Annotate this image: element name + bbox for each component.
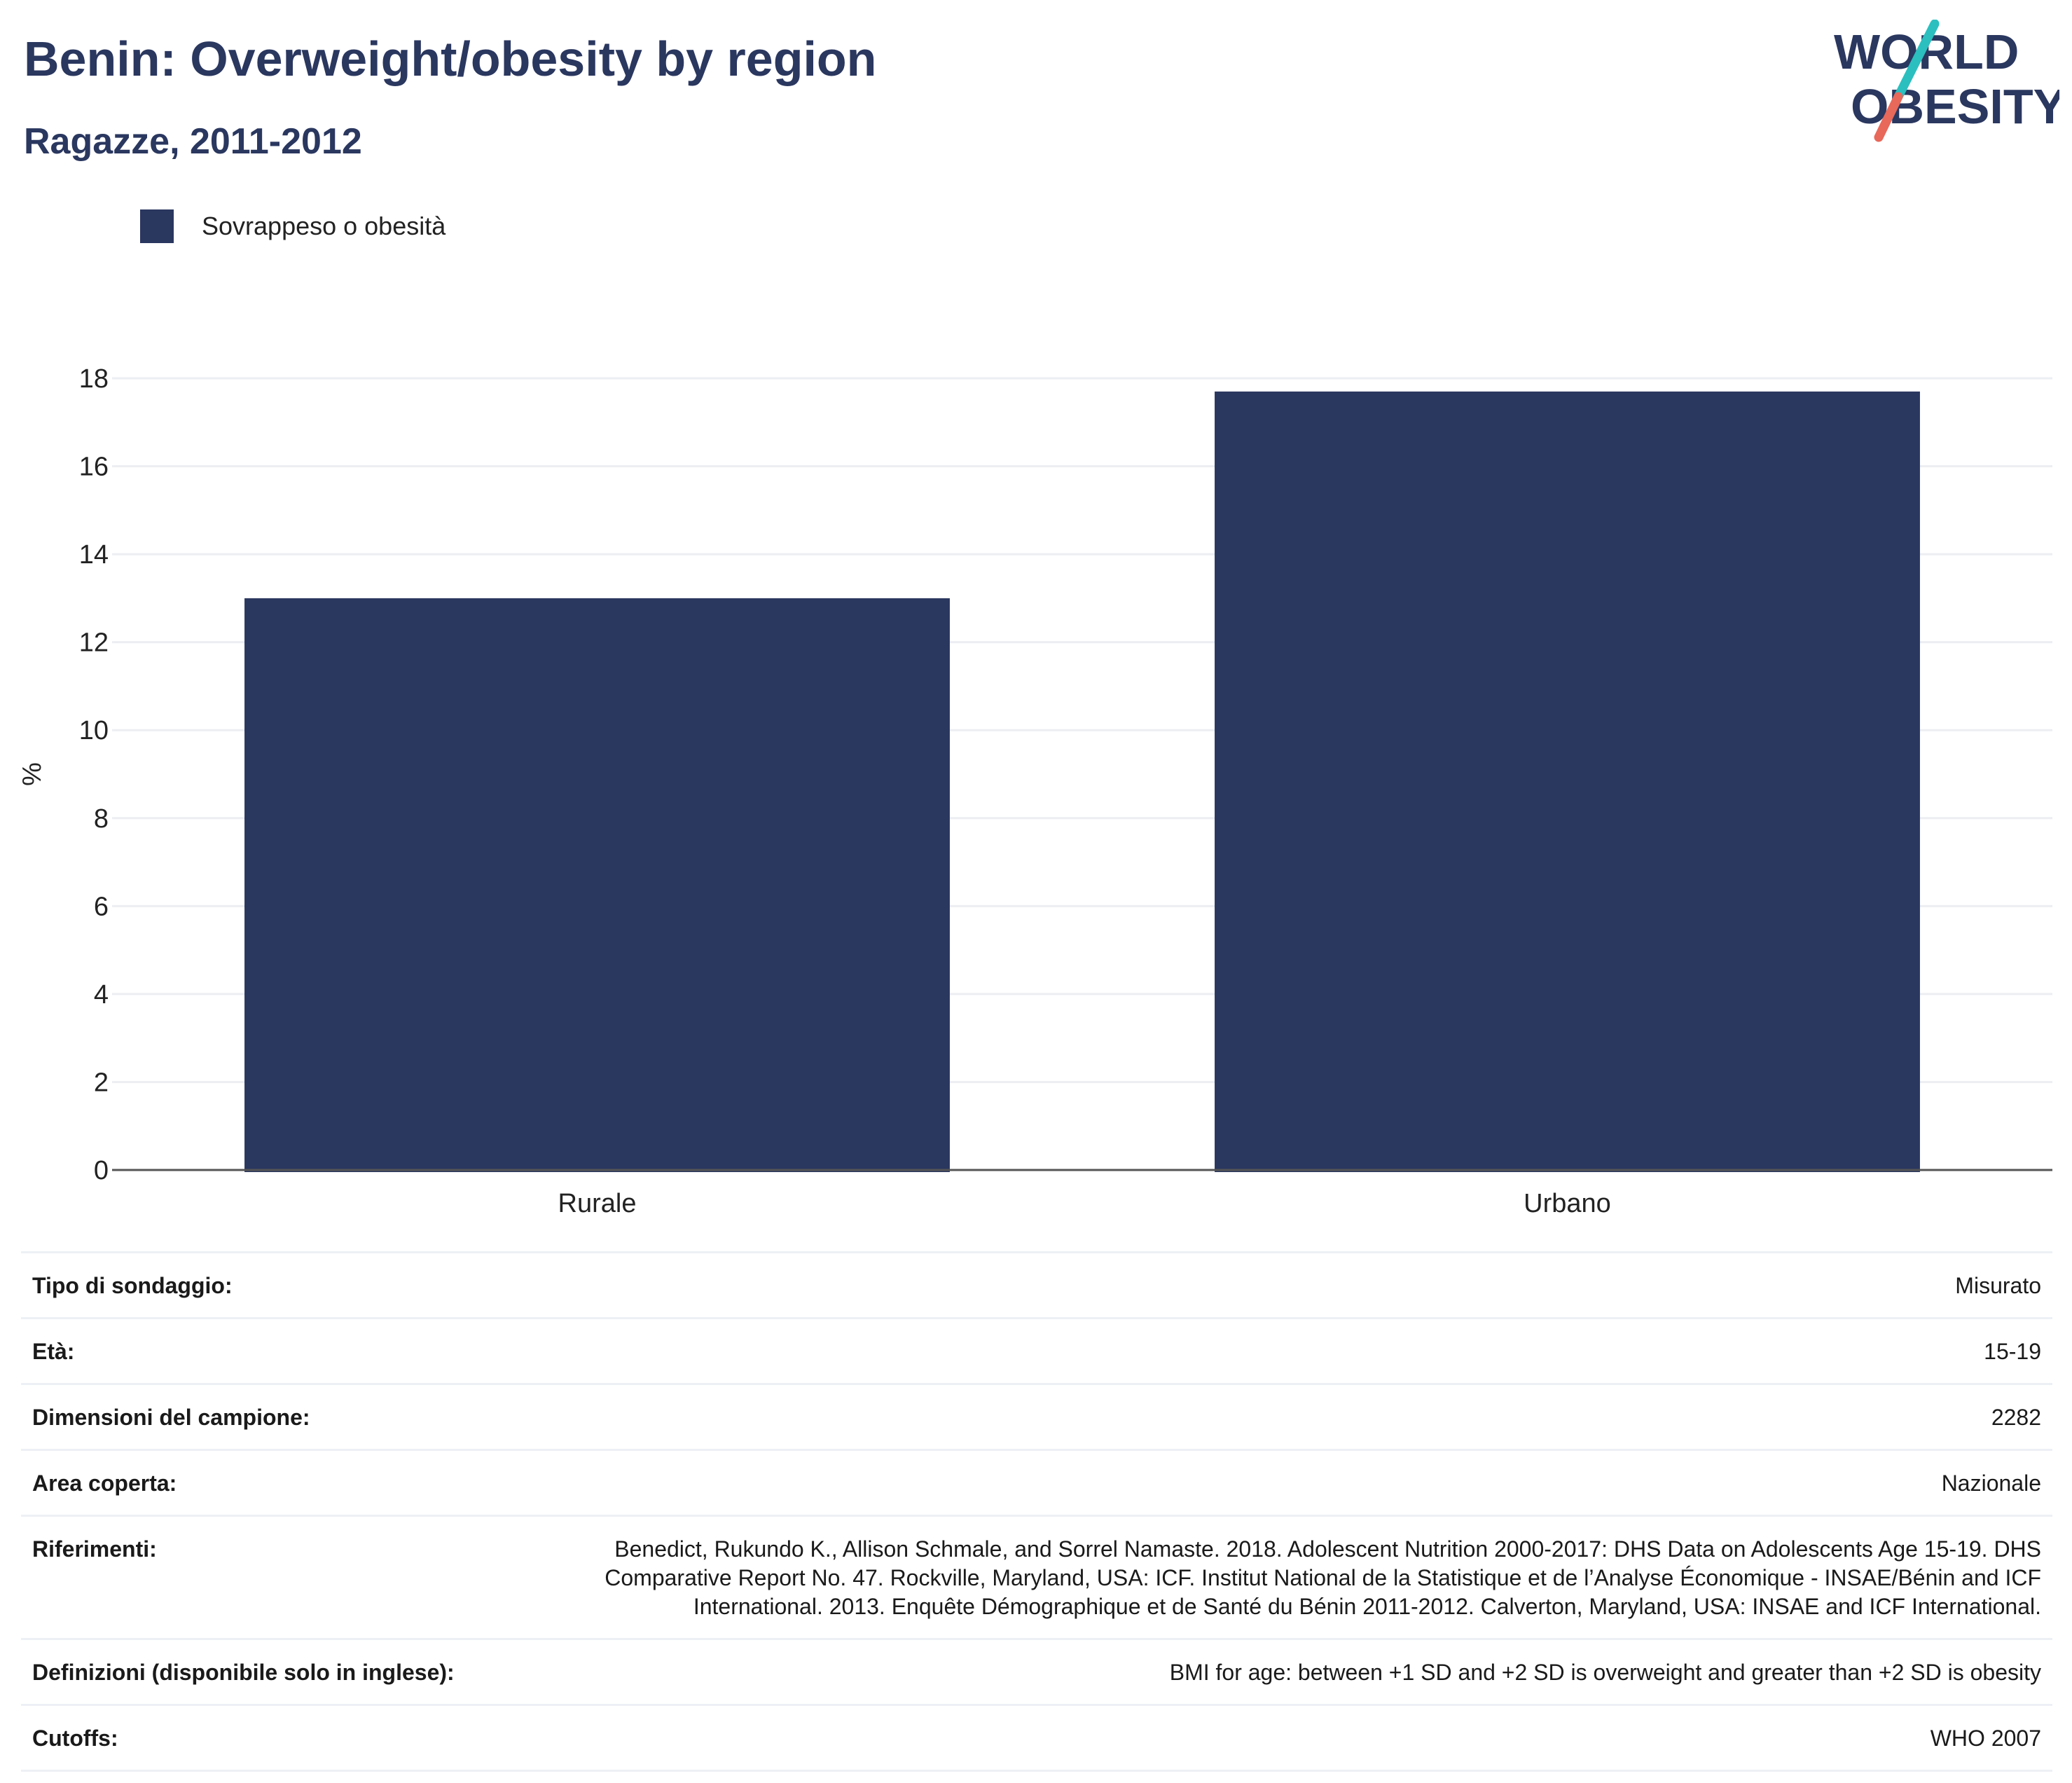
chart-title: Benin: Overweight/obesity by region	[24, 32, 877, 86]
info-label: Età:	[32, 1339, 75, 1364]
info-label: Tipo di sondaggio:	[32, 1273, 233, 1298]
x-tick-label: Urbano	[1524, 1189, 1611, 1218]
bar-chart: 0 2 4 6 8 10 12 14 16 18 Rurale Urbano %	[18, 364, 2052, 1218]
info-value: Misurato	[1955, 1273, 2041, 1298]
legend-swatch	[140, 209, 174, 243]
y-tick-label: 0	[94, 1156, 109, 1185]
info-row: Riferimenti: Benedict, Rukundo K., Alliso…	[21, 1517, 2052, 1640]
chart-legend[interactable]: Sovrappeso o obesità	[140, 209, 446, 244]
info-value: Nazionale	[1941, 1471, 2041, 1496]
info-table: Tipo di sondaggio: Misurato Età: 15-19 Dimen…	[21, 1251, 2052, 1772]
y-tick-label: 16	[79, 453, 109, 482]
info-value: 2282	[1991, 1405, 2041, 1430]
chart-subtitle: Ragazze, 2011-2012	[24, 121, 362, 162]
axes: 0 2 4 6 8 10 12 14 16 18 Rurale Urbano	[79, 364, 2052, 1218]
info-row: Area coperta: Nazionale	[21, 1451, 2052, 1517]
info-label: Area coperta:	[32, 1471, 177, 1496]
y-axis-label: %	[18, 762, 47, 786]
legend-label: Sovrappeso o obesità	[202, 212, 446, 240]
logo-slash-top	[1893, 20, 1940, 102]
y-tick-label: 10	[79, 716, 109, 745]
info-label: Definizioni (disponibile solo in inglese…	[32, 1660, 455, 1685]
info-row: Cutoffs: WHO 2007	[21, 1706, 2052, 1772]
y-tick-label: 8	[94, 804, 109, 834]
info-row: Tipo di sondaggio: Misurato	[21, 1253, 2052, 1319]
info-value: Benedict, Rukundo K., Allison Schmale, a…	[605, 1536, 2041, 1619]
y-tick-label: 2	[94, 1068, 109, 1097]
info-value: WHO 2007	[1930, 1726, 2041, 1751]
info-label: Riferimenti:	[32, 1536, 157, 1562]
y-tick-label: 4	[94, 980, 109, 1010]
logo-slash-bottom	[1874, 92, 1903, 142]
info-label: Dimensioni del campione:	[32, 1405, 310, 1430]
bar-rurale[interactable]	[244, 598, 950, 1172]
bar-urbano[interactable]	[1215, 391, 1920, 1173]
x-tick-label: Rurale	[558, 1189, 637, 1218]
info-row: Definizioni (disponibile solo in inglese…	[21, 1640, 2052, 1706]
y-tick-label: 14	[79, 540, 109, 570]
bars	[244, 391, 1920, 1173]
y-tick-label: 6	[94, 892, 109, 921]
y-tick-label: 12	[79, 628, 109, 658]
info-label: Cutoffs:	[32, 1726, 118, 1751]
info-row: Età: 15-19	[21, 1319, 2052, 1385]
info-row: Dimensioni del campione: 2282	[21, 1385, 2052, 1451]
y-tick-label: 18	[79, 364, 109, 394]
info-value: BMI for age: between +1 SD and +2 SD is …	[1169, 1660, 2041, 1685]
info-value: 15-19	[1984, 1339, 2041, 1364]
world-obesity-logo: WORLD OBESITY	[1834, 20, 2059, 142]
